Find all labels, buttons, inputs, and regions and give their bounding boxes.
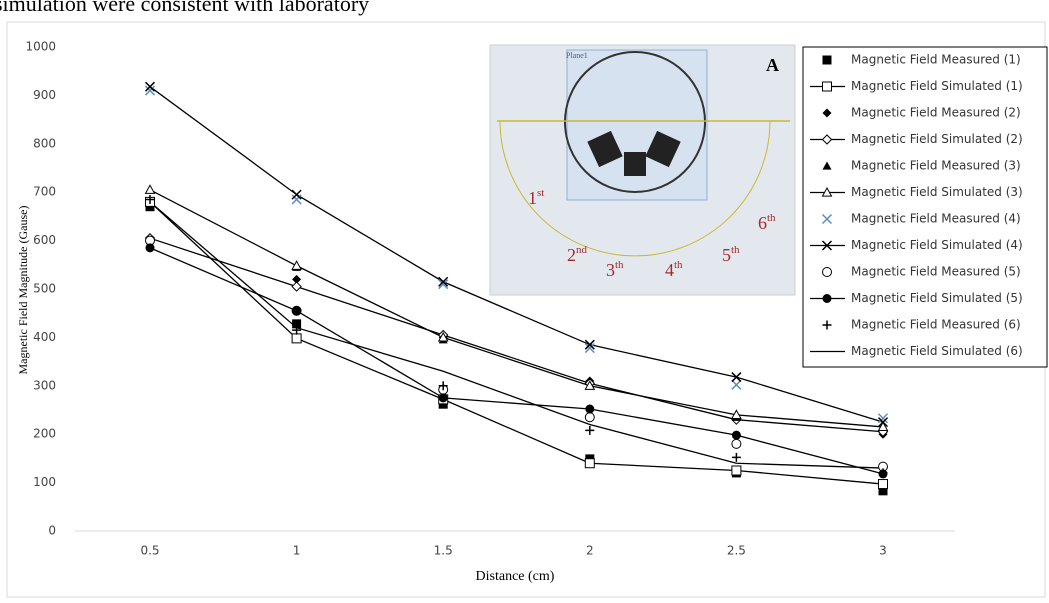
legend-marker [823,56,832,65]
x-tick-label: 1 [293,544,301,558]
position-suffix: st [537,187,544,199]
x-tick-label: 2 [586,544,594,558]
position-number: 3 [606,260,615,280]
y-tick-label: 400 [33,330,56,344]
legend-marker [823,82,832,91]
x-tick-label: 2.5 [727,544,746,558]
chart: simulation were consistent with laborato… [0,0,1049,599]
legend-label: Magnetic Field Measured (1) [851,53,1021,67]
marker [585,413,594,422]
marker [732,439,741,448]
y-tick-label: 300 [33,378,56,392]
position-suffix: nd [576,244,588,256]
inset-label: A [766,55,779,75]
position-suffix: th [767,212,776,224]
legend-label: Magnetic Field Measured (2) [851,106,1021,120]
marker [732,431,741,440]
marker [585,459,594,468]
y-tick-label: 0 [48,524,56,538]
page: simulation were consistent with laborato… [0,0,1049,599]
y-tick-label: 500 [33,282,56,296]
inset-plane [567,50,707,200]
marker [732,466,741,475]
position-number: 6 [758,213,767,233]
position-suffix: th [674,259,683,271]
inset-image: Plane1 A 1st2nd3th4th5th6th [490,45,795,295]
position-number: 4 [665,260,674,280]
legend-label: Magnetic Field Simulated (4) [851,238,1023,252]
y-axis-title: Magnetic Field Magnitude (Gause) [16,206,30,375]
marker [146,243,155,252]
legend-marker [823,268,832,277]
marker [585,405,594,414]
inset-magnet [624,152,646,176]
position-suffix: th [615,259,624,271]
legend-label: Magnetic Field Simulated (5) [851,291,1023,305]
y-tick-label: 100 [33,475,56,489]
legend-label: Magnetic Field Simulated (2) [851,132,1023,146]
position-suffix: th [731,244,740,256]
position-number: 5 [722,245,731,265]
x-tick-label: 1.5 [434,544,453,558]
y-tick-label: 800 [33,136,56,150]
inset-plane-label: Plane1 [566,51,588,60]
caption-text: simulation were consistent with laborato… [0,0,369,16]
legend-label: Magnetic Field Simulated (3) [851,185,1023,199]
x-tick-label: 3 [879,544,887,558]
y-tick-label: 200 [33,427,56,441]
legend-label: Magnetic Field Measured (6) [851,318,1021,332]
y-tick-label: 700 [33,185,56,199]
x-tick-label: 0.5 [140,544,159,558]
legend-label: Magnetic Field Measured (5) [851,265,1021,279]
legend-label: Magnetic Field Measured (3) [851,159,1021,173]
legend-label: Magnetic Field Measured (4) [851,212,1021,226]
legend-label: Magnetic Field Simulated (1) [851,79,1023,93]
y-tick-label: 1000 [25,40,56,54]
legend-marker [823,294,832,303]
position-number: 2 [567,245,576,265]
position-number: 1 [528,188,537,208]
marker [879,480,888,489]
y-tick-label: 600 [33,233,56,247]
legend-label: Magnetic Field Simulated (6) [851,344,1023,358]
marker [292,334,301,343]
x-axis-title: Distance (cm) [476,569,555,584]
marker [439,393,448,402]
y-tick-label: 900 [33,88,56,102]
marker [292,306,301,315]
